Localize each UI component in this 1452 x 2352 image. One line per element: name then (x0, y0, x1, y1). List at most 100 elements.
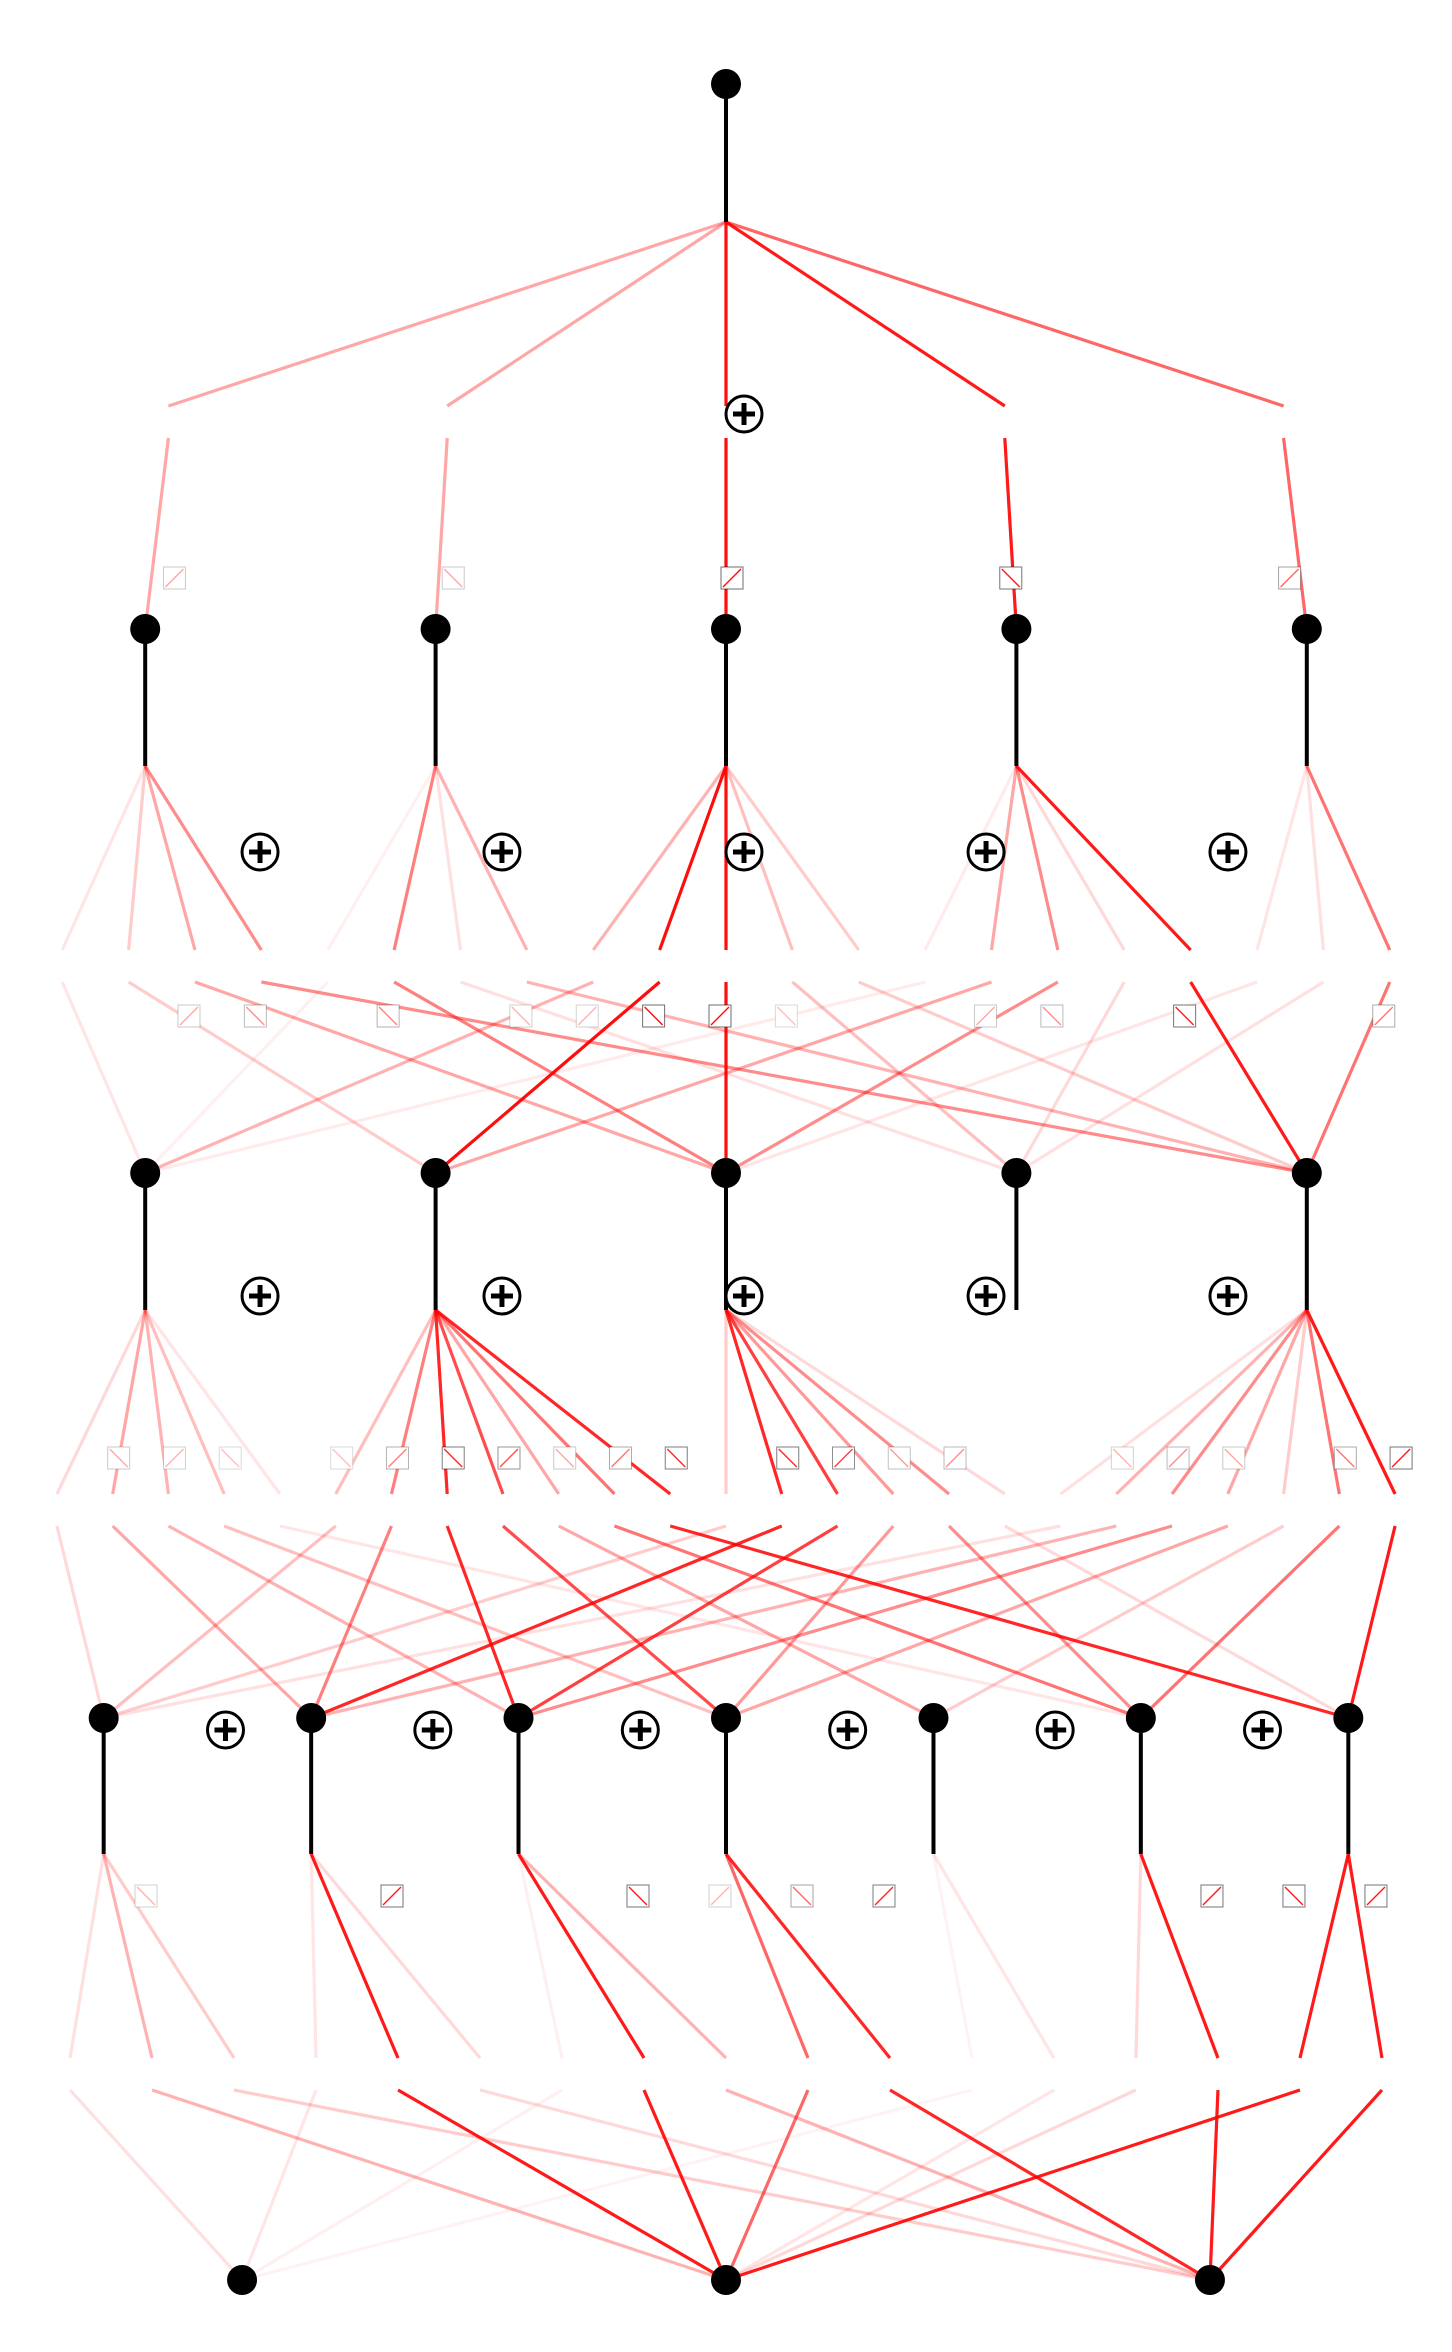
node (130, 1158, 161, 1188)
edge-lower-segment (1139, 1524, 1341, 1720)
edge-lower-segment (102, 1524, 337, 1720)
edge-lower-segment (558, 1524, 935, 1720)
node (503, 1703, 534, 1733)
edge-lower-segment (434, 980, 661, 1175)
activation-box-frame (974, 1004, 998, 1028)
activation-curve (945, 1448, 965, 1468)
edge (517, 1309, 839, 1720)
activation-box (642, 1004, 666, 1028)
edge (724, 1308, 1142, 1720)
stem-layer (101, 84, 1351, 1854)
edge (111, 1309, 313, 1720)
edge (932, 1309, 1309, 1720)
activation-curve (220, 1448, 240, 1468)
edge-lower-segment (111, 1524, 313, 1720)
activation-box (575, 1004, 599, 1028)
edge (143, 220, 727, 630)
edge-lower-segment (1281, 437, 1309, 630)
edge (725, 1308, 1350, 1720)
activation-curve (610, 1448, 630, 1468)
edge (434, 220, 727, 630)
activation-box (626, 1884, 650, 1908)
node (711, 2265, 741, 2295)
edge-upper-segment (724, 1308, 951, 1496)
edge-lower-segment (1346, 1525, 1397, 1719)
activation-box (776, 1446, 800, 1470)
edge (241, 1853, 564, 2282)
edge-upper-segment (434, 765, 463, 951)
activation-curve (164, 1448, 184, 1468)
activation-box (218, 1446, 242, 1470)
edge (144, 765, 437, 1175)
edge-lower-segment (241, 2088, 563, 2282)
edge-upper-segment (127, 765, 147, 951)
sum-icon (482, 1276, 522, 1316)
edge (724, 1852, 1211, 2282)
activation-curve (1366, 1886, 1386, 1906)
edge-lower-segment (1015, 980, 1325, 1175)
edge (143, 1309, 1142, 1720)
activation-box-frame (1166, 1446, 1190, 1470)
sum-icon (966, 832, 1006, 872)
edge (309, 1852, 1211, 2282)
activation-box-frame (330, 1446, 354, 1470)
edge-upper-segment (434, 1308, 616, 1496)
activation-box (832, 1446, 856, 1470)
sum-icon (1208, 1276, 1248, 1316)
edge (143, 1309, 727, 1720)
edge (725, 765, 1309, 1175)
edge-upper-segment (1139, 1853, 1220, 2059)
activation-box (1278, 566, 1302, 590)
edge-lower-segment (55, 1525, 106, 1719)
edge-lower-segment (1208, 2089, 1220, 2281)
edge-upper-segment (1305, 765, 1325, 951)
edge-upper-segment (1014, 765, 1060, 951)
edge-lower-segment (143, 437, 171, 630)
activation-box (887, 1446, 911, 1470)
edge-lower-segment (501, 1524, 728, 1720)
activation-curve (792, 1886, 812, 1906)
activation-box-layer (107, 566, 1413, 1908)
activation-box (720, 566, 744, 590)
edge-lower-segment (518, 1524, 1173, 1720)
sum-icon (724, 1276, 764, 1316)
node (711, 1158, 741, 1188)
edge-upper-segment (446, 220, 727, 408)
edge-lower-segment (1189, 981, 1309, 1174)
sum-symbol-layer (205, 394, 1283, 1750)
activation-box-frame (218, 1446, 242, 1470)
activation-box (441, 566, 465, 590)
sum-icon (724, 832, 764, 872)
edge (1015, 765, 1126, 1174)
edge (725, 220, 1309, 630)
edge-lower-segment (725, 980, 1059, 1175)
edge-upper-segment (326, 765, 437, 951)
edge-upper-segment (724, 765, 861, 951)
edge (434, 1309, 728, 1720)
node (420, 614, 451, 644)
sum-icon (240, 832, 280, 872)
edge (434, 765, 1017, 1175)
edge-upper-segment (724, 1852, 892, 2060)
edge-lower-segment (724, 1524, 895, 1720)
node (1291, 614, 1322, 644)
edge-lower-segment (167, 1524, 520, 1720)
activation-box (708, 1884, 732, 1908)
edge-upper-segment (724, 1309, 839, 1495)
activation-box (790, 1884, 814, 1908)
edge (1305, 1309, 1397, 1719)
edge-upper-segment (1255, 765, 1309, 951)
edge-lower-segment (725, 1524, 1229, 1720)
activation-curve (332, 1448, 352, 1468)
edge-lower-segment (932, 1524, 1285, 1720)
edge-upper-segment (102, 1853, 236, 2059)
edge-layer (55, 220, 1397, 2282)
edge (102, 1853, 1211, 2282)
edge (68, 1853, 244, 2282)
edge (309, 1853, 727, 2282)
edge-upper-segment (724, 1853, 810, 2059)
activation-curve (1168, 1448, 1188, 1468)
node (420, 1158, 451, 1188)
edge-upper-segment (724, 1308, 895, 1496)
edge-lower-segment (1004, 1524, 1350, 1720)
